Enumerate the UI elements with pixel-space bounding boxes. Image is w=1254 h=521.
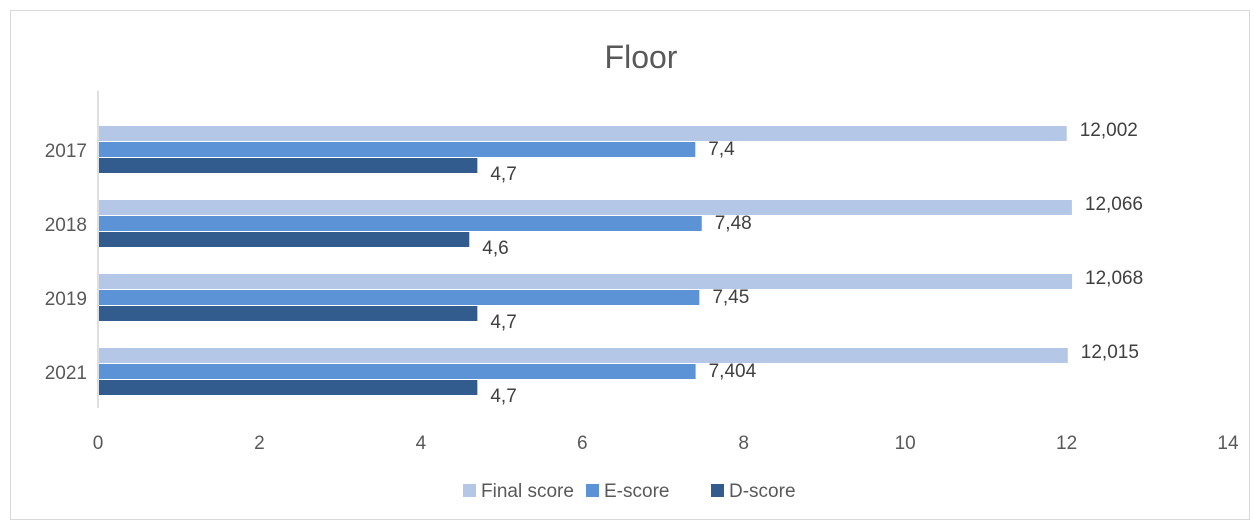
legend-label: E-score: [604, 481, 669, 502]
plot-area: 2017 12,002 7,4 4,7 2018 12,066 7,48 4,6 2019 12,…: [45, 91, 1239, 454]
data-label: 4,7: [490, 312, 516, 333]
bar-e-score: [99, 142, 696, 157]
bar-chart: Floor 201712,0027,44,7201812,0667,484,62…: [45, 39, 1239, 502]
legend-swatch: [711, 484, 724, 497]
legend-label: Final score: [481, 481, 574, 502]
legend-swatch: [463, 484, 476, 497]
x-tick-label: 10: [895, 433, 916, 454]
bar-e-score: [99, 364, 696, 379]
data-label: 12,002: [1080, 120, 1138, 141]
category-label: 2018: [45, 215, 87, 236]
bar-d-score: [99, 232, 470, 247]
x-tick-label: 2: [254, 433, 265, 454]
x-tick-label: 0: [93, 433, 104, 454]
data-label: 12,068: [1085, 268, 1143, 289]
legend: Final score E-score D-score: [463, 481, 796, 502]
bar-final-score: [99, 274, 1073, 289]
bar-d-score: [99, 380, 478, 395]
data-label: 4,7: [490, 386, 516, 407]
x-tick-label: 4: [416, 433, 427, 454]
x-tick-label: 14: [1217, 433, 1239, 454]
data-label: 4,6: [482, 238, 508, 259]
bar-d-score: [99, 158, 478, 173]
legend-label: D-score: [729, 481, 796, 502]
data-label: 12,015: [1081, 342, 1139, 363]
chart-frame: Floor 2017 12,002 7,4 4,7 2018 12,066 7,48 4,6 2…: [10, 10, 1250, 520]
data-label: 4,7: [490, 164, 516, 185]
x-tick-label: 8: [738, 433, 749, 454]
category-label: 2017: [45, 141, 87, 162]
data-label: 7,4: [708, 139, 735, 160]
bar-e-score: [99, 290, 700, 305]
x-tick-label: 6: [577, 433, 588, 454]
bar-final-score: [99, 348, 1068, 363]
data-label: 7,48: [715, 213, 752, 234]
bar-final-score: [99, 126, 1067, 141]
data-label: 7,45: [712, 287, 749, 308]
data-label: 12,066: [1085, 194, 1143, 215]
bar-e-score: [99, 216, 702, 231]
category-label: 2021: [45, 363, 87, 384]
x-tick-label: 12: [1056, 433, 1077, 454]
bar-d-score: [99, 306, 478, 321]
category-label: 2019: [45, 289, 87, 310]
bar-final-score: [99, 200, 1072, 215]
chart-title: Floor: [605, 39, 678, 75]
data-label: 7,404: [709, 361, 757, 382]
legend-swatch: [586, 484, 599, 497]
